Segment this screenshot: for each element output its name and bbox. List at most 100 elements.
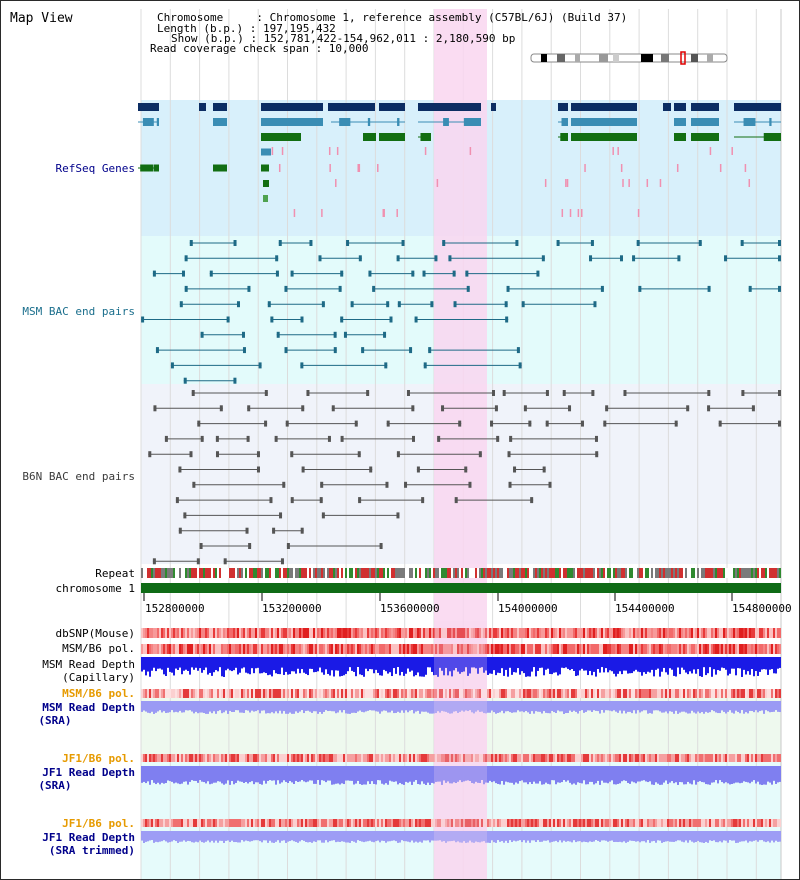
- repeat-mark: [477, 568, 479, 578]
- jf1-depth-sra: [377, 766, 379, 781]
- jf1-pol-heat: [669, 754, 671, 762]
- repeat-mark: [353, 568, 355, 578]
- msm-pol-heat: [591, 644, 593, 654]
- b6n-pair-end: [605, 405, 609, 412]
- repeat-mark: [167, 568, 169, 578]
- b6n-pair-end: [509, 435, 513, 442]
- dbsnp-heat: [527, 628, 529, 638]
- msm-pol-heat: [473, 644, 475, 654]
- jf1-depth-sra: [307, 766, 309, 782]
- dbsnp-heat: [641, 628, 643, 638]
- jf1-pol-heat: [377, 754, 379, 762]
- msm-pair-end: [275, 255, 279, 262]
- msm-pair-end: [321, 301, 325, 308]
- jf1-depth-trim: [479, 831, 481, 843]
- jf1-depth-sra: [359, 766, 361, 785]
- jf1-depth-sra: [535, 766, 537, 784]
- msm-pol-heat: [563, 644, 565, 654]
- msm-depth-capillary: [249, 657, 251, 675]
- msm-depth-sra: [285, 701, 287, 714]
- msm-pol-sra-heat: [393, 689, 395, 698]
- gene-exon: [663, 103, 671, 111]
- msm-depth-sra: [387, 701, 389, 713]
- msm-depth-capillary: [623, 657, 625, 671]
- jf1-pol-trim-heat: [327, 819, 329, 827]
- msm-pol-sra-heat: [331, 689, 333, 698]
- msm-pol-sra-heat: [687, 689, 689, 698]
- jf1-pol-trim-heat: [333, 819, 335, 827]
- msm-depth-sra: [539, 701, 541, 712]
- msm-pol-heat: [187, 644, 189, 654]
- msm-pol-heat: [491, 644, 493, 654]
- msm-depth-sra: [627, 701, 629, 712]
- msm-depth-capillary: [681, 657, 683, 668]
- b6n-pair-end: [320, 481, 324, 488]
- repeat-mark: [281, 568, 283, 578]
- msm-pol-heat: [741, 644, 743, 654]
- msm-pol-heat: [471, 644, 473, 654]
- jf1-pol-trim-heat: [589, 819, 591, 827]
- dbsnp-heat: [719, 628, 721, 638]
- jf1-pol-trim-heat: [143, 819, 145, 827]
- repeat-mark: [569, 568, 571, 578]
- msm-depth-capillary: [497, 657, 499, 673]
- jf1-depth-sra: [545, 766, 547, 783]
- dbsnp-heat: [397, 628, 399, 638]
- jf1-pol-heat: [505, 754, 507, 762]
- axis-tick-label: 153200000: [262, 602, 322, 615]
- msm-depth-sra: [525, 701, 527, 712]
- dbsnp-heat: [319, 628, 321, 638]
- dbsnp-heat: [559, 628, 561, 638]
- dbsnp-heat: [609, 628, 611, 638]
- b6n-pair-end: [152, 558, 156, 565]
- msm-pol-sra-heat: [315, 689, 317, 698]
- jf1-pol-trim-heat: [487, 819, 489, 827]
- refseq-genes-label[interactable]: RefSeq Genes: [55, 162, 135, 175]
- msm-pol-heat: [155, 644, 157, 654]
- dbsnp-heat: [603, 628, 605, 638]
- msm-depth-sra: [719, 701, 721, 714]
- jf1-depth-sra: [655, 766, 657, 783]
- jf1-depth-trim: [457, 831, 459, 842]
- dbsnp-heat: [321, 628, 323, 638]
- jf1-depth-trim: [693, 831, 695, 843]
- msm-bac-label[interactable]: MSM BAC end pairs: [22, 305, 135, 318]
- msm-depth-capillary: [163, 657, 165, 675]
- jf1-pol-trim-heat: [149, 819, 151, 827]
- repeat-mark: [501, 568, 503, 578]
- msm-depth-sra: [745, 701, 747, 713]
- jf1-depth-sra: [339, 766, 341, 785]
- repeat-mark: [513, 568, 515, 578]
- pink-mark: [278, 164, 281, 172]
- jf1-depth-sra: [153, 766, 155, 783]
- msm-pol-sra-heat: [545, 689, 547, 698]
- msm-depth-sra: [607, 701, 609, 711]
- msm-pair-end: [275, 270, 279, 277]
- jf1-depth-sra: [681, 766, 683, 783]
- repeat-mark: [617, 568, 619, 578]
- jf1-pol-heat: [141, 754, 143, 762]
- dbsnp-heat: [143, 628, 145, 638]
- dbsnp-heat: [213, 628, 215, 638]
- msm-depth-sra: [487, 701, 489, 713]
- msm-pol-sra-heat: [297, 689, 299, 698]
- jf1-depth-sra: [651, 766, 653, 785]
- msm-depth-sra: [733, 701, 735, 714]
- dbsnp-heat: [575, 628, 577, 638]
- jf1-depth-sra: [687, 766, 689, 782]
- msm-depth-sra: [319, 701, 321, 713]
- msm-depth-capillary: [509, 657, 511, 668]
- b6n-bac-label[interactable]: B6N BAC end pairs: [22, 470, 135, 483]
- repeat-mark: [283, 568, 285, 578]
- msm-depth-capillary: [743, 657, 745, 670]
- repeat-mark: [345, 568, 347, 578]
- msm-pol-sra-heat: [651, 689, 653, 698]
- repeat-mark: [425, 568, 427, 578]
- dbsnp-heat: [377, 628, 379, 638]
- jf1-pol-heat: [233, 754, 235, 762]
- msm-depth-sra: [261, 701, 263, 711]
- msm-depth-capillary: [161, 657, 163, 670]
- jf1-pol-trim-heat: [351, 819, 353, 827]
